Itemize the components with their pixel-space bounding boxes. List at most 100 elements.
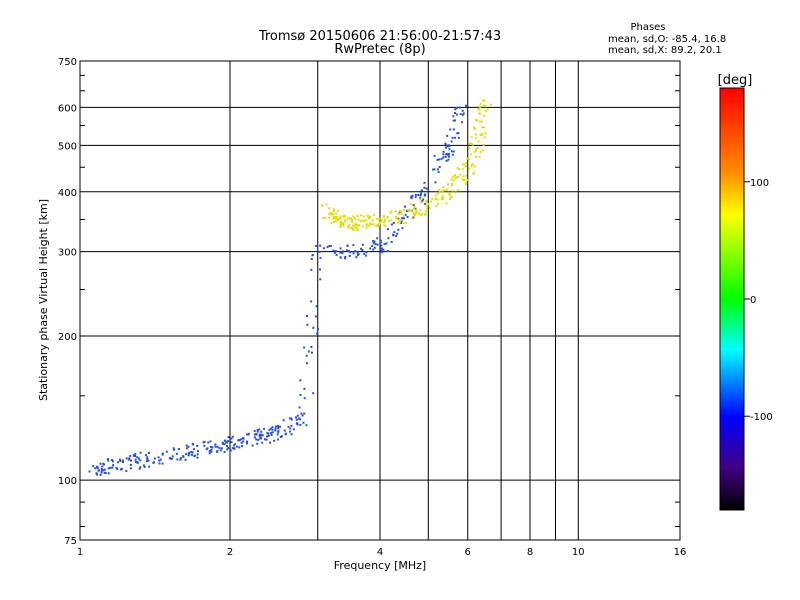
data-point [179, 457, 182, 460]
data-point [307, 350, 310, 353]
data-point [191, 453, 193, 456]
data-point [187, 454, 190, 457]
data-point [457, 132, 460, 135]
data-point [449, 194, 451, 197]
data-point [446, 134, 449, 137]
data-point [480, 151, 483, 154]
y-tick-label: 300 [58, 248, 77, 259]
data-point [435, 205, 438, 208]
data-point [392, 221, 395, 224]
data-point [422, 198, 425, 201]
data-point [282, 419, 285, 422]
data-point [414, 207, 417, 210]
data-point [277, 429, 280, 432]
data-point [240, 441, 243, 444]
data-point [402, 222, 405, 224]
data-point [234, 443, 237, 446]
data-point [451, 136, 454, 139]
data-point [238, 446, 241, 449]
data-point [329, 244, 332, 247]
data-point [346, 244, 349, 247]
data-point [193, 455, 196, 458]
data-point [186, 447, 189, 450]
data-point [261, 434, 264, 437]
data-point [456, 132, 459, 135]
data-point [397, 213, 400, 216]
data-point [475, 133, 477, 136]
data-point [274, 429, 277, 432]
data-point [158, 459, 161, 462]
data-point [383, 224, 386, 227]
data-point [242, 440, 245, 443]
data-point [330, 211, 332, 214]
data-point [223, 450, 226, 453]
data-point [292, 428, 295, 431]
data-point [346, 249, 348, 252]
data-point [462, 163, 464, 166]
data-point [387, 237, 390, 240]
data-point [364, 254, 367, 257]
data-point [270, 431, 272, 434]
data-point [363, 252, 366, 255]
data-point [342, 215, 345, 217]
chart-title: Tromsø 20150606 21:56:00-21:57:43 [258, 29, 501, 44]
data-point [202, 441, 205, 444]
data-point [242, 437, 244, 440]
data-point [339, 223, 342, 225]
data-point [380, 249, 383, 252]
data-point [440, 196, 443, 199]
data-point [414, 194, 417, 196]
data-point [418, 198, 421, 201]
data-point [472, 172, 475, 174]
data-point [266, 435, 268, 438]
data-point [481, 149, 484, 152]
data-point [161, 453, 164, 456]
data-point [404, 205, 406, 208]
grid-lines [80, 61, 680, 540]
data-point [341, 250, 344, 253]
data-point [102, 462, 105, 465]
data-point [263, 438, 266, 441]
data-point [224, 439, 227, 442]
data-point [403, 217, 405, 220]
data-point [208, 452, 211, 455]
data-point [379, 241, 382, 244]
data-point [339, 251, 342, 254]
data-point [341, 252, 344, 255]
data-point [319, 268, 321, 271]
data-point [401, 227, 404, 230]
data-point [451, 153, 454, 156]
data-point [459, 113, 462, 116]
data-point [157, 456, 160, 459]
data-point [182, 455, 185, 458]
data-point [464, 182, 467, 185]
data-point [483, 99, 486, 102]
data-point [446, 145, 449, 148]
data-point [316, 332, 318, 335]
data-point [366, 224, 368, 227]
data-point [376, 224, 379, 226]
data-point [425, 187, 428, 190]
data-point [410, 197, 413, 200]
data-point [425, 200, 428, 203]
data-point [484, 105, 487, 108]
stats-line-x: mean, sd,X: 89.2, 20.1 [608, 45, 722, 56]
data-point [184, 458, 187, 461]
data-point [289, 427, 292, 430]
data-point [100, 468, 103, 470]
data-point [451, 189, 454, 192]
data-point [324, 216, 327, 219]
data-point [395, 235, 398, 237]
data-point [451, 175, 454, 178]
data-point [368, 225, 371, 228]
data-point [414, 209, 417, 212]
data-point [479, 113, 482, 115]
data-point [321, 204, 324, 207]
data-point [370, 223, 373, 226]
data-point [268, 428, 271, 431]
data-point [451, 182, 454, 185]
data-point [353, 218, 356, 221]
data-point [421, 200, 424, 203]
data-point [328, 216, 331, 219]
data-point [425, 207, 428, 210]
